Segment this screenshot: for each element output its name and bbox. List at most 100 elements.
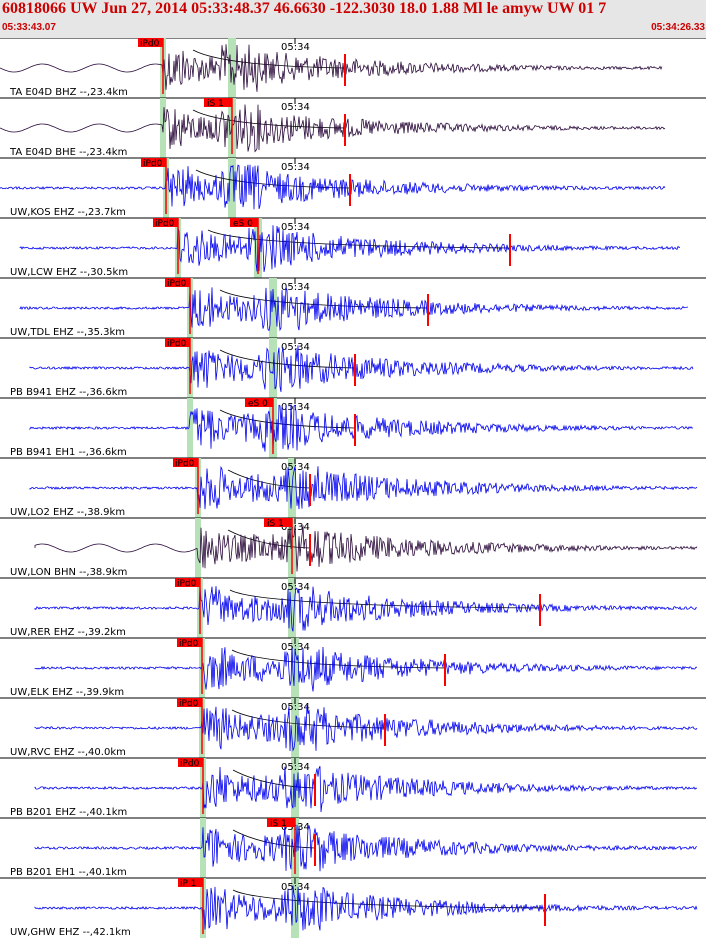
p-pick-label: iPd0 — [180, 759, 200, 769]
trace-label: TA E04D BHZ --,23.4km — [9, 87, 128, 98]
p-pick-flag — [178, 758, 203, 767]
p-pick-label: iP 1 — [180, 879, 197, 889]
waveform — [29, 404, 694, 452]
waveform — [34, 705, 698, 752]
trace-label: UW,LCW EHZ --,30.5km — [10, 267, 128, 278]
travel-time-curve — [232, 889, 546, 909]
s-window — [291, 878, 299, 938]
waveform — [34, 824, 698, 872]
time-tick-label: 05:34 — [281, 222, 310, 233]
waveform — [19, 287, 688, 332]
waveform — [0, 104, 666, 153]
waveform — [34, 525, 698, 572]
p-pick-label: iPd0 — [175, 459, 195, 469]
p-pick-flag — [177, 698, 202, 707]
s-pick-flag — [245, 398, 273, 407]
s-pick-flag — [264, 518, 292, 527]
travel-time-curve — [219, 289, 429, 309]
p-pick-label: iPd0 — [179, 699, 199, 709]
trace-panel: 05:34 iPd0 UW,RER EHZ --,39.2km — [0, 577, 706, 638]
s-window — [291, 698, 299, 758]
trace-label: PB B941 EHZ --,36.6km — [10, 387, 127, 398]
s-pick-label: eS 0 — [248, 399, 268, 409]
trace-label: TA E04D BHE --,23.4km — [9, 147, 127, 158]
trace-panel: 05:34 iPd0 TA E04D BHZ --,23.4km — [0, 38, 706, 98]
waveform — [19, 225, 681, 272]
p-pick-label: iPd0 — [140, 39, 160, 49]
time-tick-label: 05:34 — [281, 42, 310, 53]
time-tick-label: 05:34 — [281, 102, 310, 113]
trace-label: UW,RVC EHZ --,40.0km — [10, 747, 126, 758]
time-tick-label: 05:34 — [281, 342, 310, 353]
trace-label: UW,GHW EHZ --,42.1km — [10, 927, 131, 938]
trace-label: UW,RER EHZ --,39.2km — [10, 627, 126, 638]
s-window — [228, 158, 236, 218]
s-window — [291, 758, 299, 818]
trace-panel: 05:34 iPd0 UW,KOS EHZ --,23.7km — [0, 157, 706, 218]
p-pick-flag — [165, 338, 190, 347]
s-pick-label: eS 0 — [233, 219, 253, 229]
travel-time-curve — [232, 829, 316, 849]
time-tick-label: 05:34 — [281, 762, 310, 773]
p-pick-label: iPd0 — [167, 339, 187, 349]
s-window — [291, 638, 299, 698]
p-pick-flag — [141, 158, 166, 167]
p-pick-label: iPd0 — [177, 579, 197, 589]
p-pick-label: iPd0 — [143, 159, 163, 169]
trace-label: PB B201 EHZ --,40.1km — [10, 807, 127, 818]
trace-label: UW,LO2 EHZ --,38.9km — [10, 507, 125, 518]
s-window — [288, 578, 296, 638]
p-pick-flag — [173, 458, 198, 467]
p-pick-label: iPd0 — [155, 219, 175, 229]
s-pick-flag — [267, 818, 295, 827]
time-tick-label: 05:34 — [281, 642, 310, 653]
p-window — [187, 398, 193, 458]
travel-time-curve — [231, 649, 446, 669]
p-pick-flag — [153, 218, 178, 227]
s-pick-label: iS 1 — [270, 819, 287, 829]
time-tick-label: 05:34 — [281, 882, 310, 893]
waveform — [34, 586, 698, 632]
trace-panel: 05:34 iPd0 UW,RVC EHZ --,40.0km — [0, 697, 706, 758]
p-pick-label: iPd0 — [179, 639, 199, 649]
p-pick-flag — [177, 638, 202, 647]
header-bar: 60818066 UW Jun 27, 2014 05:33:48.37 46.… — [0, 0, 706, 38]
waveform — [0, 44, 663, 92]
waveform — [34, 885, 698, 931]
end-time: 05:34:26.33 — [651, 22, 705, 33]
trace-panel: 05:34 iPd0 PB B201 EHZ --,40.1km — [0, 757, 706, 818]
trace-label: UW,TDL EHZ --,35.3km — [10, 327, 125, 338]
waveform — [29, 465, 698, 510]
time-tick-label: 05:34 — [281, 162, 310, 173]
trace-label: PB B201 EH1 --,40.1km — [10, 867, 127, 878]
p-window — [200, 818, 206, 878]
time-tick-label: 05:34 — [281, 582, 310, 593]
trace-label: UW,KOS EHZ --,23.7km — [10, 207, 126, 218]
p-window — [195, 518, 201, 578]
s-pick-flag — [204, 98, 232, 107]
trace-panel: 05:34 iS 1 TA E04D BHE --,23.4km — [0, 97, 706, 158]
trace-panel: 05:34 iPd0 eS 0 UW,LCW EHZ --,30.5km — [0, 217, 706, 278]
p-pick-flag — [175, 578, 200, 587]
waveform — [0, 164, 666, 210]
travel-time-curve — [207, 229, 511, 249]
event-title: 60818066 UW Jun 27, 2014 05:33:48.37 46.… — [2, 0, 607, 17]
travel-time-curve — [229, 589, 541, 609]
p-pick-flag — [165, 278, 190, 287]
trace-panel: 05:34 iPd0 PB B941 EHZ --,36.6km — [0, 337, 706, 398]
s-window — [269, 278, 277, 338]
s-pick-flag — [230, 218, 258, 227]
p-pick-flag — [178, 878, 203, 887]
waveform — [34, 766, 698, 813]
travel-time-curve — [192, 49, 346, 69]
trace-label: PB B941 EH1 --,36.6km — [10, 447, 127, 458]
time-tick-label: 05:34 — [281, 702, 310, 713]
time-tick-label: 05:34 — [281, 282, 310, 293]
trace-panel: 05:34 iP 1 UW,GHW EHZ --,42.1km — [0, 877, 706, 938]
trace-label: UW,LON BHN --,38.9km — [10, 567, 127, 578]
s-pick-label: iS 1 — [207, 99, 224, 109]
